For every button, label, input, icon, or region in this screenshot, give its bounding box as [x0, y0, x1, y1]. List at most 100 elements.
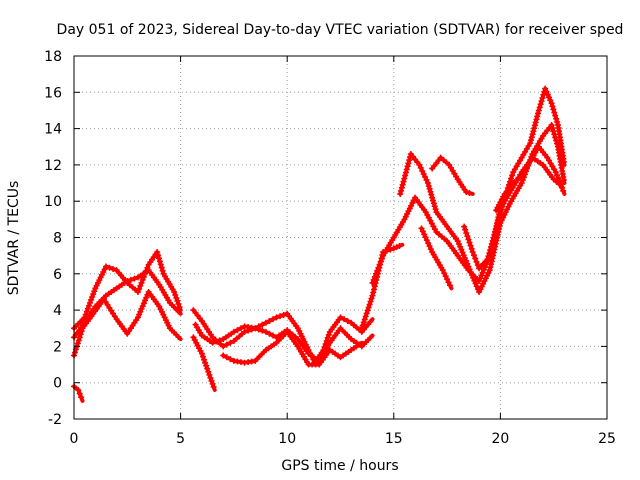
data-point-marker: [227, 356, 234, 363]
data-point-marker: [137, 308, 144, 315]
data-point-marker: [377, 258, 384, 265]
data-point-marker: [358, 325, 365, 332]
data-point-marker: [492, 228, 499, 235]
data-point-marker: [479, 269, 486, 276]
data-point-marker: [202, 359, 209, 366]
data-point-marker: [429, 194, 436, 201]
data-point-marker: [223, 354, 230, 361]
chart-title: Day 051 of 2023, Sidereal Day-to-day VTE…: [57, 22, 624, 38]
data-point-marker: [426, 185, 433, 192]
data-point-marker: [216, 337, 223, 344]
data-point-marker: [365, 304, 372, 311]
data-point-marker: [427, 188, 434, 195]
series-track-l: [418, 225, 454, 291]
data-point-marker: [462, 226, 469, 233]
data-point-marker: [528, 137, 535, 144]
data-point-marker: [466, 266, 473, 273]
data-point-marker: [373, 270, 380, 277]
y-tick-label: 2: [53, 339, 62, 355]
data-point-marker: [136, 311, 143, 318]
data-point-marker: [154, 249, 161, 256]
data-point-marker: [89, 294, 96, 301]
y-tick-label: 10: [44, 194, 62, 210]
data-point-marker: [364, 307, 371, 314]
data-point-marker: [487, 247, 494, 254]
data-point-marker: [535, 110, 542, 117]
data-point-marker: [255, 326, 262, 333]
data-point-marker: [337, 314, 344, 321]
data-point-marker: [176, 304, 183, 311]
data-point-marker: [402, 169, 409, 176]
data-point-marker: [428, 191, 435, 198]
data-point-marker: [259, 321, 266, 328]
data-point-marker: [210, 383, 217, 390]
data-point-marker: [378, 255, 385, 262]
data-point-marker: [78, 328, 85, 335]
x-tick-label: 25: [598, 431, 616, 447]
data-point-marker: [241, 328, 248, 335]
data-point-marker: [259, 327, 266, 334]
data-point-marker: [552, 169, 559, 176]
data-point-marker: [157, 261, 164, 268]
series-track-m: [429, 154, 475, 197]
data-point-marker: [497, 209, 504, 216]
data-point-marker: [422, 174, 429, 180]
data-point-marker: [423, 177, 430, 184]
data-point-marker: [369, 279, 376, 286]
y-tick-label: 16: [44, 85, 62, 101]
data-point-marker: [76, 334, 83, 341]
series-track-h: [220, 328, 364, 368]
data-point-marker: [560, 158, 567, 165]
data-point-marker: [519, 177, 526, 184]
data-point-marker: [376, 261, 383, 268]
data-point-marker: [474, 262, 481, 269]
data-point-marker: [528, 134, 535, 141]
data-point-marker: [430, 197, 437, 204]
data-point-marker: [490, 234, 497, 241]
data-point-marker: [360, 319, 367, 326]
data-point-marker: [139, 276, 146, 283]
y-axis-title: SDTVAR / TECUs: [6, 181, 22, 296]
data-point-marker: [468, 245, 475, 252]
data-point-marker: [472, 255, 479, 262]
data-point-marker: [534, 113, 541, 120]
data-point-marker: [223, 341, 230, 348]
data-point-marker: [203, 362, 210, 369]
data-point-marker: [367, 334, 374, 341]
series-track-f: [192, 321, 375, 364]
data-point-marker: [269, 316, 276, 323]
data-point-marker: [509, 172, 516, 179]
data-point-marker: [142, 297, 149, 304]
data-point-marker: [529, 131, 536, 138]
data-point-marker: [548, 121, 555, 128]
series-track-e: [190, 307, 375, 366]
series-track-d: [71, 383, 85, 403]
data-point-marker: [78, 394, 85, 401]
data-point-marker: [530, 128, 537, 135]
y-tick-label: 8: [53, 231, 62, 247]
data-point-marker: [159, 267, 166, 274]
data-point-marker: [532, 119, 539, 126]
data-point-marker: [536, 104, 543, 111]
data-point-marker: [399, 181, 406, 188]
x-axis-title: GPS time / hours: [281, 458, 398, 474]
data-point-marker: [466, 190, 473, 197]
data-point-marker: [549, 103, 556, 110]
data-point-marker: [457, 243, 464, 250]
data-point-marker: [465, 263, 472, 270]
data-point-marker: [366, 301, 373, 308]
x-tick-label: 20: [491, 431, 509, 447]
data-point-marker: [102, 263, 109, 270]
data-point-marker: [127, 276, 134, 283]
data-point-marker: [424, 180, 431, 187]
data-point-marker: [368, 295, 375, 302]
data-point-marker: [361, 316, 368, 323]
data-point-marker: [470, 274, 477, 281]
data-point-marker: [206, 371, 213, 378]
data-point-marker: [531, 125, 538, 132]
data-point-marker: [269, 332, 276, 339]
data-point-marker: [71, 349, 78, 356]
data-point-marker: [455, 240, 462, 247]
data-point-marker: [458, 246, 465, 253]
data-point-marker: [431, 203, 438, 210]
